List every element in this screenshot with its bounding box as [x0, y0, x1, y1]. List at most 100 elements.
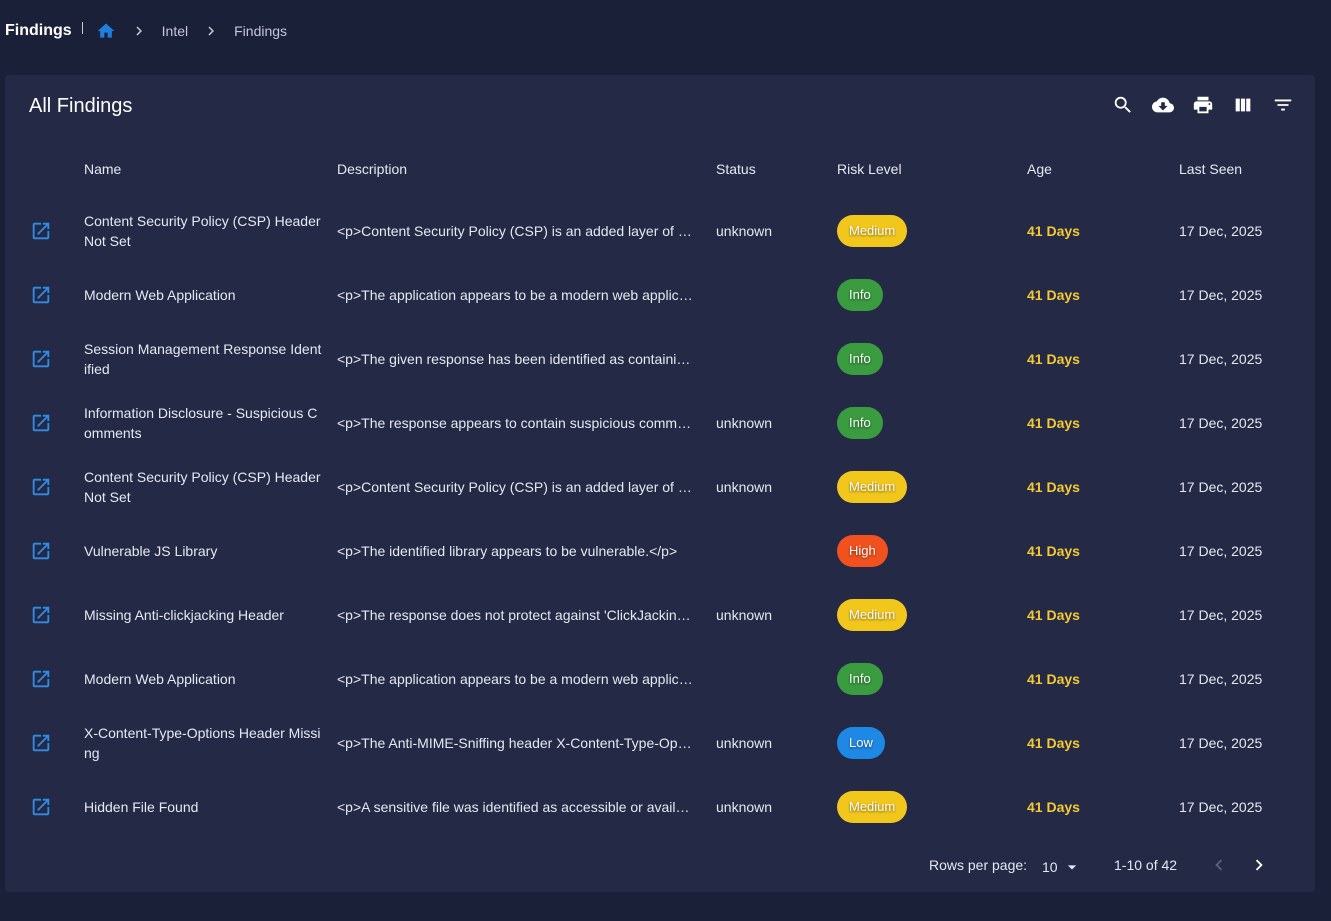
finding-status: unknown [716, 607, 773, 623]
chevron-right-icon [1255, 859, 1263, 871]
search-icon[interactable] [1111, 93, 1135, 117]
column-header-last-seen[interactable]: Last Seen [1179, 161, 1243, 177]
rows-per-page-value: 10 [1042, 859, 1058, 875]
panel-title: All Findings [29, 95, 133, 117]
risk-level-cell: Info [837, 263, 997, 327]
finding-description: <p>The application appears to be a moder… [337, 287, 695, 303]
risk-level-cell: Info [837, 327, 997, 391]
risk-badge: Info [837, 343, 883, 375]
table-row[interactable]: Content Security Policy (CSP) Header Not… [5, 455, 1315, 519]
finding-age: 41 Days [1027, 287, 1080, 303]
page-title: Findings [5, 22, 72, 39]
finding-description: <p>The response appears to contain suspi… [337, 415, 695, 431]
finding-last-seen: 17 Dec, 2025 [1179, 415, 1263, 431]
table-row[interactable]: Information Disclosure - Suspicious Comm… [5, 391, 1315, 455]
risk-badge: Low [837, 727, 885, 759]
table-row[interactable]: Vulnerable JS Library <p>The identified l… [5, 519, 1315, 583]
finding-age: 41 Days [1027, 607, 1080, 623]
finding-description: <p>The application appears to be a moder… [337, 671, 695, 687]
finding-last-seen: 17 Dec, 2025 [1179, 735, 1263, 751]
open-in-new-icon[interactable] [29, 775, 53, 839]
risk-badge: Medium [837, 599, 908, 631]
open-in-new-icon[interactable] [29, 391, 53, 455]
finding-last-seen: 17 Dec, 2025 [1179, 479, 1263, 495]
risk-badge: Medium [837, 471, 908, 503]
risk-level-cell: Info [837, 391, 997, 455]
rows-per-page-label: Rows per page: [929, 857, 1028, 873]
finding-status [716, 647, 816, 711]
table-row[interactable]: Session Management Response Identified <p… [5, 327, 1315, 391]
rows-per-page-select[interactable]: 10 [1042, 853, 1082, 881]
cloud-download-icon[interactable] [1151, 93, 1175, 117]
column-header-status[interactable]: Status [716, 161, 756, 177]
table-row[interactable]: Hidden File Found <p>A sensitive file was… [5, 775, 1315, 839]
finding-status: unknown [716, 799, 773, 815]
table-row[interactable]: Modern Web Application <p>The application… [5, 647, 1315, 711]
print-icon[interactable] [1191, 93, 1215, 117]
finding-age: 41 Days [1027, 543, 1080, 559]
column-header-age[interactable]: Age [1027, 161, 1052, 177]
table-toolbar [1111, 93, 1295, 117]
table-body: Content Security Policy (CSP) Header Not… [5, 199, 1315, 839]
open-in-new-icon[interactable] [29, 711, 53, 775]
finding-last-seen: 17 Dec, 2025 [1179, 543, 1263, 559]
risk-badge: Info [837, 663, 883, 695]
open-in-new-icon[interactable] [29, 263, 53, 327]
finding-name: Hidden File Found [84, 799, 199, 815]
finding-name: Session Management Response Identified [84, 341, 322, 377]
finding-name: Vulnerable JS Library [84, 543, 218, 559]
finding-name: Content Security Policy (CSP) Header Not… [84, 213, 321, 249]
open-in-new-icon[interactable] [29, 583, 53, 647]
finding-age: 41 Days [1027, 479, 1080, 495]
risk-level-cell: Medium [837, 775, 997, 839]
risk-level-cell: Low [837, 711, 997, 775]
next-page-button[interactable] [1245, 851, 1273, 879]
finding-description: <p>Content Security Policy (CSP) is an a… [337, 479, 695, 495]
finding-status: unknown [716, 735, 773, 751]
finding-description: <p>Content Security Policy (CSP) is an a… [337, 223, 695, 239]
finding-description: <p>The given response has been identifie… [337, 351, 695, 367]
finding-description: <p>The identified library appears to be … [337, 543, 678, 559]
table-row[interactable]: Modern Web Application <p>The application… [5, 263, 1315, 327]
finding-age: 41 Days [1027, 223, 1080, 239]
finding-last-seen: 17 Dec, 2025 [1179, 671, 1263, 687]
chevron-right-icon [130, 22, 148, 40]
column-header-risk-level[interactable]: Risk Level [837, 161, 902, 177]
table-row[interactable]: Content Security Policy (CSP) Header Not… [5, 199, 1315, 263]
home-icon[interactable] [96, 21, 116, 41]
finding-name: Content Security Policy (CSP) Header Not… [84, 469, 321, 505]
view-columns-icon[interactable] [1231, 93, 1255, 117]
finding-name: Modern Web Application [84, 287, 236, 303]
table-row[interactable]: Missing Anti-clickjacking Header <p>The r… [5, 583, 1315, 647]
risk-level-cell: Medium [837, 583, 997, 647]
column-header-description[interactable]: Description [337, 161, 408, 177]
finding-age: 41 Days [1027, 671, 1080, 687]
finding-name: X-Content-Type-Options Header Missing [84, 725, 321, 761]
finding-status: unknown [716, 223, 773, 239]
finding-age: 41 Days [1027, 351, 1080, 367]
open-in-new-icon[interactable] [29, 647, 53, 711]
arrow-drop-down-icon [1067, 865, 1076, 870]
finding-status [716, 263, 816, 327]
finding-last-seen: 17 Dec, 2025 [1179, 223, 1263, 239]
open-in-new-icon[interactable] [29, 455, 53, 519]
table-row[interactable]: X-Content-Type-Options Header Missing <p>… [5, 711, 1315, 775]
finding-description: <p>A sensitive file was identified as ac… [337, 799, 695, 815]
top-bar: Findings Intel Findings [0, 0, 1331, 62]
findings-panel: All Findings Name Description Status Ris… [5, 75, 1315, 892]
column-header-name[interactable]: Name [84, 161, 122, 177]
table-header: Name Description Status Risk Level Age L… [5, 157, 1315, 181]
open-in-new-icon[interactable] [29, 519, 53, 583]
finding-description: <p>The Anti-MIME-Sniffing header X-Conte… [337, 735, 695, 751]
finding-status [716, 327, 816, 391]
open-in-new-icon[interactable] [29, 199, 53, 263]
previous-page-button[interactable] [1205, 851, 1233, 879]
open-in-new-icon[interactable] [29, 327, 53, 391]
finding-name: Missing Anti-clickjacking Header [84, 607, 284, 623]
risk-level-cell: Info [837, 647, 997, 711]
breadcrumb-intel[interactable]: Intel [161, 23, 189, 39]
risk-badge: Medium [837, 791, 908, 823]
risk-level-cell: Medium [837, 199, 997, 263]
risk-badge: Info [837, 407, 883, 439]
filter-list-icon[interactable] [1271, 93, 1295, 117]
